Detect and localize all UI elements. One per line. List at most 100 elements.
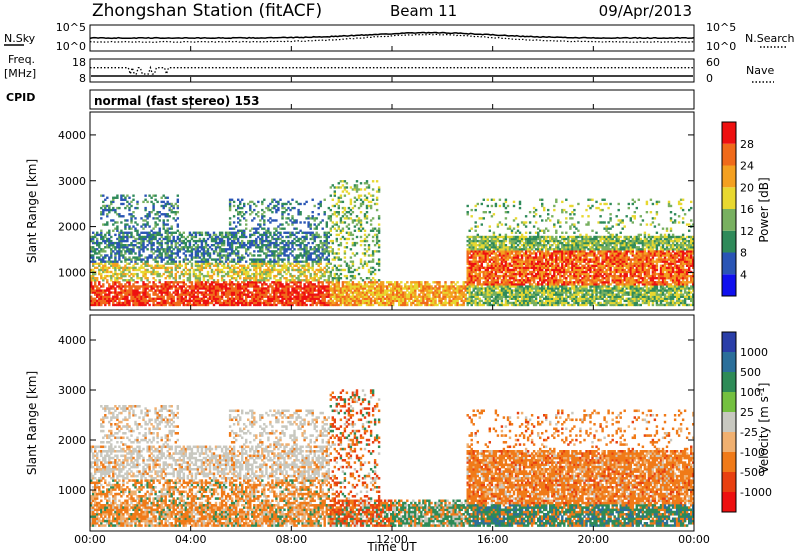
heatmap-cell	[480, 235, 484, 239]
heatmap-cell	[108, 208, 111, 212]
heatmap-cell	[486, 289, 490, 292]
heatmap-cell	[341, 291, 345, 294]
heatmap-cell	[275, 303, 278, 307]
heatmap-cell	[239, 285, 242, 288]
heatmap-cell	[367, 204, 371, 208]
heatmap-cell	[454, 287, 457, 290]
heatmap-cell	[237, 274, 240, 278]
heatmap-cell	[432, 281, 435, 284]
heatmap-cell	[325, 237, 329, 241]
heatmap-cell	[279, 198, 282, 201]
heatmap-cell	[210, 291, 214, 294]
heatmap-cell	[486, 204, 490, 208]
heatmap-cell	[412, 295, 415, 298]
heatmap-cell	[496, 256, 500, 259]
heatmap-cell	[224, 231, 228, 234]
heatmap-cell	[331, 279, 335, 282]
heatmap-cell	[190, 283, 194, 286]
heatmap-cell	[371, 250, 375, 253]
heatmap-cell	[275, 299, 278, 303]
heatmap-cell	[486, 244, 490, 247]
heatmap-cell	[150, 239, 153, 243]
heatmap-cell	[212, 258, 216, 261]
heatmap-cell	[255, 229, 258, 232]
heatmap-cell	[285, 297, 288, 300]
heatmap-cell	[220, 291, 224, 294]
heatmap-cell	[275, 241, 278, 245]
heatmap-cell	[305, 260, 308, 263]
heatmap-cell	[90, 289, 93, 292]
heatmap-cell	[498, 198, 502, 201]
heatmap-cell	[120, 293, 123, 296]
heatmap-cell	[261, 258, 264, 261]
heatmap-cell	[321, 256, 324, 259]
heatmap-cell	[216, 264, 220, 267]
heatmap-cell	[251, 283, 254, 286]
heatmap-cell	[98, 287, 101, 290]
heatmap-cell	[450, 303, 453, 307]
heatmap-cell	[224, 303, 228, 307]
heatmap-cell	[96, 241, 99, 245]
heatmap-cell	[347, 293, 351, 296]
heatmap-cell	[267, 260, 270, 263]
heatmap-cell	[323, 239, 326, 243]
heatmap-cell	[468, 262, 471, 265]
heatmap-cell	[392, 287, 395, 290]
heatmap-cell	[414, 289, 417, 292]
heatmap-cell	[307, 268, 310, 272]
heatmap-cell	[118, 291, 121, 294]
heatmap-cell	[220, 244, 224, 247]
heatmap-cell	[476, 254, 480, 257]
heatmap-cell	[136, 301, 139, 305]
heatmap-cell	[166, 252, 169, 255]
heatmap-cell	[311, 277, 314, 280]
heatmap-cell	[311, 285, 314, 288]
heatmap-cell	[305, 246, 308, 249]
heatmap-cell	[301, 293, 304, 296]
heatmap-cell	[337, 258, 341, 261]
heatmap-cell	[454, 303, 457, 307]
heatmap-cell	[434, 301, 437, 305]
heatmap-cell	[202, 299, 206, 303]
heatmap-cell	[261, 241, 264, 245]
heatmap-cell	[472, 252, 475, 255]
heatmap-cell	[269, 244, 272, 247]
heatmap-cell	[132, 283, 135, 286]
heatmap-cell	[301, 256, 304, 259]
heatmap-cell	[277, 258, 280, 261]
heatmap-cell	[388, 293, 391, 296]
heatmap-cell	[202, 250, 206, 253]
heatmap-cell	[144, 295, 147, 298]
heatmap-cell	[331, 258, 335, 261]
heatmap-cell	[309, 248, 312, 251]
heatmap-cell	[194, 235, 198, 239]
heatmap-cell	[146, 200, 149, 204]
heatmap-cell	[470, 295, 473, 298]
heatmap-cell	[448, 291, 451, 294]
heatmap-cell	[323, 250, 326, 253]
heatmap-cell	[355, 283, 359, 286]
heatmap-cell	[128, 283, 131, 286]
heatmap-cell	[208, 287, 212, 290]
heatmap-cell	[241, 246, 244, 249]
heatmap-cell	[373, 291, 377, 294]
heatmap-cell	[309, 233, 312, 237]
heatmap-cell	[255, 262, 258, 265]
heatmap-cell	[303, 252, 306, 255]
heatmap-cell	[281, 215, 284, 218]
heatmap-cell	[204, 274, 208, 278]
heatmap-cell	[100, 213, 103, 216]
heatmap-cell	[166, 262, 169, 265]
heatmap-cell	[237, 217, 240, 220]
heatmap-cell	[291, 206, 294, 210]
heatmap-cell	[359, 211, 363, 214]
heatmap-cell	[412, 293, 415, 296]
power-heatmap-cells	[90, 180, 695, 307]
heatmap-cell	[202, 279, 206, 282]
heatmap-cell	[504, 281, 508, 284]
heatmap-cell	[216, 289, 220, 292]
heatmap-cell	[476, 295, 480, 298]
heatmap-cell	[279, 268, 282, 272]
heatmap-cell	[142, 219, 145, 222]
